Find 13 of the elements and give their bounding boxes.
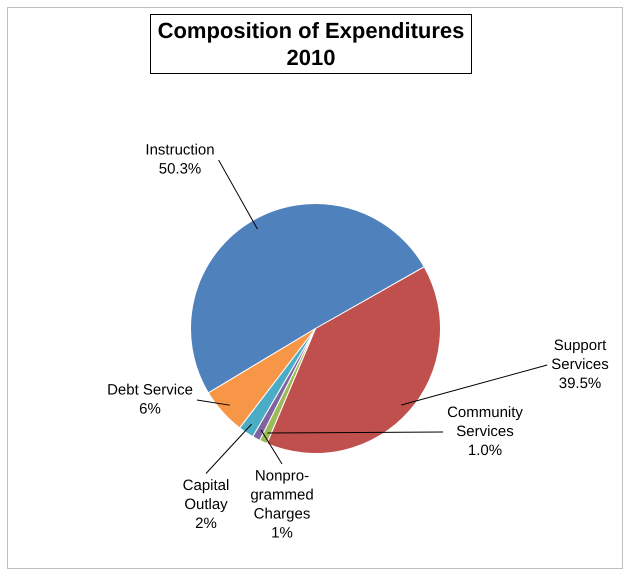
data-label: 1.0%	[468, 442, 502, 460]
slice-label: Support Services	[551, 337, 609, 374]
data-label: 2%	[195, 515, 217, 532]
chart-title: Composition of Expenditures 2010	[150, 14, 472, 74]
slice-label: Capital Outlay	[182, 477, 230, 514]
slice-label: Instruction	[145, 142, 215, 159]
data-label: 39.5%	[558, 375, 602, 392]
data-label: 50.3%	[158, 160, 202, 178]
slice-label: Debt Service	[107, 382, 193, 399]
slice-label: Community Services	[447, 404, 524, 440]
data-label: 6%	[139, 400, 161, 418]
data-label: 1%	[271, 524, 293, 542]
slice-label: Nonpro-grammed Charges	[250, 468, 314, 523]
